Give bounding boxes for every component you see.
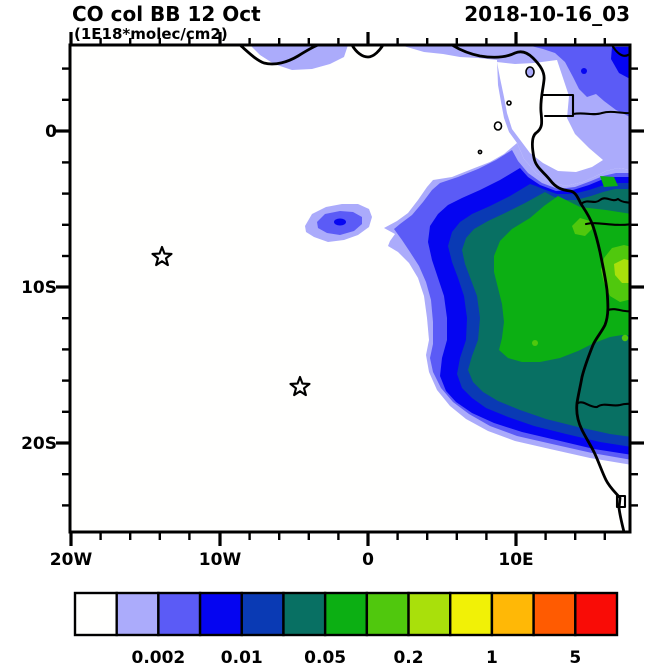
colorbar-tick-label: 0.01 (221, 648, 263, 667)
coastline-west-africa (450, 45, 626, 532)
contour-blue-dot (581, 68, 587, 74)
colorbar-cell (157, 591, 202, 637)
star-marker-icon (151, 245, 173, 267)
y-axis-label: 20S (21, 434, 57, 454)
colorbar-cell (490, 591, 535, 637)
y-axis-label: 0 (45, 122, 57, 142)
plot-title: CO col BB 12 Oct (72, 2, 261, 26)
x-axis-label: 20W (50, 550, 93, 570)
colorbar-cell (532, 591, 577, 637)
border-equatorial-guinea (541, 93, 575, 118)
colorbar-tick-label: 0.05 (304, 648, 346, 667)
plot-datestamp: 2018-10-16_03 (464, 2, 630, 26)
pocket-light-green-small (572, 218, 592, 236)
x-axis-label: 0 (362, 550, 374, 570)
colorbar-cell (282, 591, 327, 637)
light-green-dot (621, 334, 629, 342)
island-bioko (525, 66, 535, 78)
island-annobon (477, 149, 483, 155)
contour-band-purple-northeast-corner (520, 45, 630, 117)
colorbar-cell (198, 591, 243, 637)
coastline-lagoon-box (615, 494, 627, 509)
coastline-notch (350, 45, 385, 59)
axis-labels: 20W 10W 0 10E 0 10S 20S (21, 122, 534, 570)
colorbar-tick-label: 1 (486, 648, 498, 667)
x-axis-label: 10W (199, 550, 242, 570)
border-congo-south (584, 222, 630, 226)
colorbar-tick-label: 5 (569, 648, 581, 667)
colorbar-tick-label: 0.2 (393, 648, 423, 667)
map-field (70, 45, 630, 532)
colorbar-cell (323, 591, 369, 637)
y-axis-label: 10S (21, 278, 57, 298)
pocket-yellow-green (614, 259, 630, 283)
offshore-patch-blue-core (334, 218, 346, 226)
border-inland-north (571, 110, 630, 116)
colorbar-cell (449, 591, 494, 637)
station-markers (151, 245, 311, 397)
green-coastal-patch (600, 176, 618, 187)
colorbar-labels: 0.002 0.01 0.05 0.2 1 5 (131, 648, 581, 667)
island-principe (506, 100, 512, 106)
coastline-gulf-of-guinea (238, 45, 320, 66)
colorbar-cell (240, 591, 285, 637)
island-sao-tome (493, 121, 503, 131)
colorbar-cell (365, 591, 410, 637)
border-angola-namibia (576, 401, 630, 409)
colorbar-cell (407, 591, 452, 637)
colorbar (73, 591, 619, 637)
colorbar-cell (73, 591, 118, 637)
border-gabon-congo (579, 197, 630, 206)
colorbar-cell (574, 591, 619, 637)
border-northeast-corner (610, 45, 630, 57)
colorbar-cell (115, 591, 160, 637)
x-axis-label: 10E (498, 550, 533, 570)
light-green-dot (532, 340, 538, 346)
axis-ticks (56, 32, 644, 546)
colorbar-tick-label: 0.002 (131, 648, 185, 667)
star-marker-icon (289, 375, 311, 397)
plot-units-subtitle: (1E18*molec/cm2) (74, 25, 228, 43)
